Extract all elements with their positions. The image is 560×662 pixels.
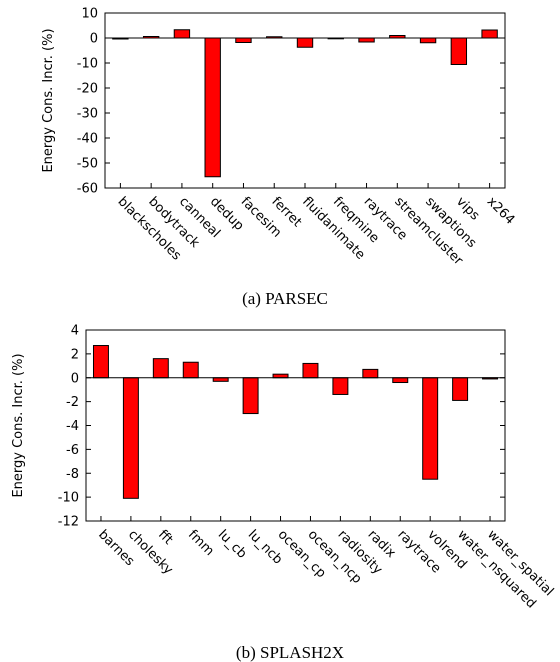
parsec-ytick-label: -60	[77, 182, 98, 197]
parsec-ytick-label: -40	[77, 132, 98, 147]
splash2x-bar	[452, 377, 469, 401]
parsec-bar	[173, 29, 191, 39]
parsec-xtick-label: x264	[484, 194, 518, 228]
splash2x-ytick-label: -8	[66, 467, 79, 482]
parsec-caption: (a) PARSEC	[242, 289, 328, 308]
parsec-ytick-label: -50	[77, 157, 98, 172]
parsec-bar	[419, 37, 437, 44]
splash2x-bar	[392, 377, 409, 384]
parsec-ytick-label: -30	[77, 107, 98, 122]
splash2x-ytick-label: -2	[66, 395, 79, 410]
splash2x-bar	[242, 377, 259, 415]
parsec-chart: 100-10-20-30-40-50-60blackscholesbodytra…	[41, 7, 517, 269]
parsec-bar	[204, 37, 221, 178]
splash2x-bar	[422, 377, 439, 480]
splash2x-bar	[182, 361, 199, 379]
splash2x-ytick-label: 2	[71, 347, 79, 362]
splash2x-ytick-label: -4	[66, 419, 79, 434]
splash2x-plot-frame	[85, 329, 506, 522]
splash2x-xtick-label: lu_cb	[215, 527, 249, 561]
splash2x-bar	[92, 345, 109, 379]
parsec-bar	[450, 37, 468, 65]
parsec-ylabel: Energy Cons. Incr. (%)	[41, 28, 56, 172]
parsec-ytick-label: 0	[90, 32, 98, 47]
splash2x-ytick-label: 4	[71, 324, 79, 339]
splash2x-xtick-label: fft	[155, 527, 176, 548]
splash2x-ytick-label: -10	[58, 491, 79, 506]
splash2x-ylabel: Energy Cons. Incr. (%)	[11, 353, 26, 497]
splash2x-xtick-label: fmm	[185, 527, 217, 559]
parsec-ytick-label: -10	[77, 57, 98, 72]
splash2x-caption: (b) SPLASH2X	[236, 643, 344, 662]
splash2x-bar	[122, 377, 139, 499]
splash2x-bar	[362, 368, 379, 379]
splash2x-bar	[272, 373, 289, 379]
splash2x-bar	[152, 358, 169, 379]
parsec-bar	[235, 37, 252, 43]
splash2x-bar	[332, 377, 349, 395]
splash2x-ytick-label: -6	[66, 443, 79, 458]
splash2x-bar	[212, 377, 229, 382]
parsec-bar	[481, 29, 498, 39]
parsec-ytick-label: 10	[81, 7, 98, 22]
parsec-bar	[296, 37, 314, 48]
splash2x-ytick-label: -12	[58, 515, 79, 530]
splash2x-ytick-label: 0	[71, 371, 79, 386]
parsec-ytick-label: -20	[77, 82, 98, 97]
parsec-bar	[358, 37, 375, 43]
splash2x-bar	[302, 362, 319, 379]
